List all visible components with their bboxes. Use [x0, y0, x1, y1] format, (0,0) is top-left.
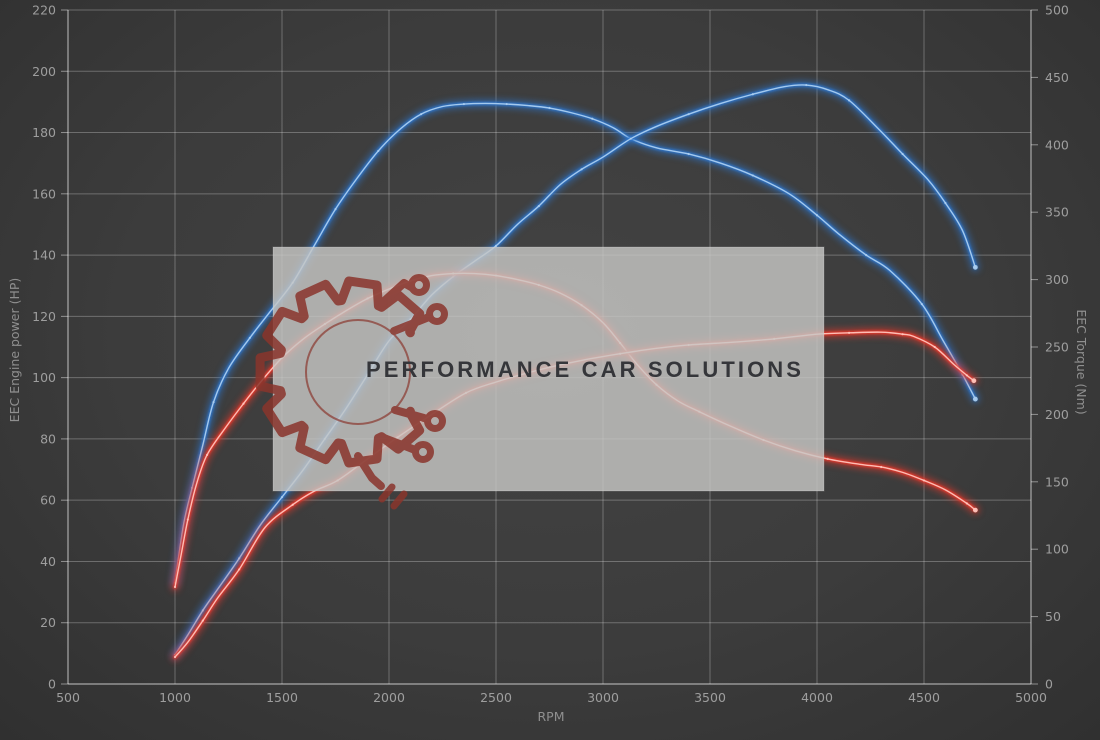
x-tick: 3500: [694, 690, 726, 705]
y-left-tick: 80: [40, 431, 56, 446]
watermark-text: PERFORMANCE CAR SOLUTIONS: [366, 357, 804, 382]
y-right-tick: 100: [1045, 542, 1069, 557]
tick-labels: 0 20 40 60 80 100 120 140 160 180 200 220 0 50 100 150 2…: [32, 3, 1069, 706]
y-axis-label-torque: EEC Torque (Nm): [1074, 309, 1089, 414]
y-right-tick: 350: [1045, 205, 1069, 220]
x-tick: 2500: [480, 690, 512, 705]
y-right-tick: 500: [1045, 3, 1069, 18]
y-left-tick: 160: [32, 186, 56, 201]
axis-titles: EEC Engine power (HP) EEC Torque (Nm) RP…: [7, 278, 1089, 724]
curve-power-run-1: [170, 98, 980, 588]
y-right-tick: 50: [1045, 609, 1061, 624]
x-tick: 5000: [1015, 690, 1047, 705]
x-tick: 3000: [587, 690, 619, 705]
y-left-tick: 200: [32, 64, 56, 79]
y-right-tick: 300: [1045, 272, 1069, 287]
y-right-tick: 0: [1045, 677, 1053, 692]
y-right-tick: 450: [1045, 70, 1069, 85]
y-left-tick: 60: [40, 493, 56, 508]
y-left-tick: 40: [40, 554, 56, 569]
y-left-tick: 220: [32, 3, 56, 18]
axes: [61, 9, 1038, 685]
x-tick: 500: [56, 690, 80, 705]
gear-circuit-logo: [255, 274, 448, 510]
x-tick: 1500: [266, 690, 298, 705]
x-tick: 2000: [373, 690, 405, 705]
y-right-tick: 400: [1045, 137, 1069, 152]
y-left-tick: 140: [32, 248, 56, 263]
watermark: PERFORMANCE CAR SOLUTIONS: [255, 246, 825, 510]
x-tick: 4500: [908, 690, 940, 705]
y-right-tick: 250: [1045, 340, 1069, 355]
y-left-tick: 20: [40, 615, 56, 630]
y-left-tick: 120: [32, 309, 56, 324]
y-left-tick: 100: [32, 370, 56, 385]
y-left-tick: 0: [48, 677, 56, 692]
y-right-tick: 200: [1045, 407, 1069, 422]
x-tick: 4000: [801, 690, 833, 705]
x-axis-label: RPM: [537, 709, 564, 724]
curve-power-run-2: [170, 80, 980, 660]
y-axis-label-power: EEC Engine power (HP): [7, 278, 22, 423]
y-left-tick: 180: [32, 125, 56, 140]
y-right-tick: 150: [1045, 474, 1069, 489]
x-tick: 1000: [159, 690, 191, 705]
